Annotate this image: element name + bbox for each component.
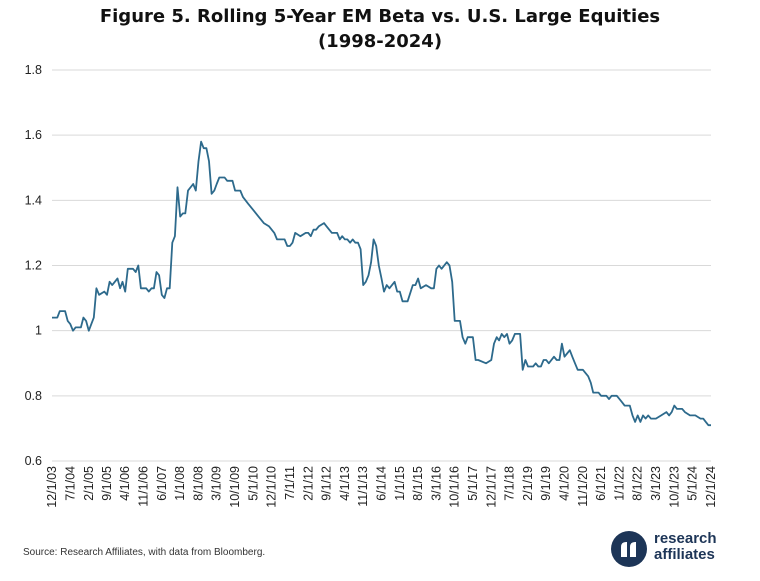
line-chart: 0.6 0.8 1 1.2 1.4 1.6 1.8 12/1/03 7/1/04 2/1/05 9… [25,63,718,508]
x-tick-label: 9/1/19 [539,466,553,501]
y-tick-label: 1.4 [25,193,42,207]
chart-title-line1: Figure 5. Rolling 5-Year EM Beta vs. U.S… [99,6,661,27]
x-tick-label: 12/1/10 [265,466,279,508]
x-tick-label: 7/1/04 [63,466,77,501]
x-tick-label: 4/1/06 [118,466,132,501]
x-tick-label: 3/1/16 [429,466,443,501]
x-tick-label: 1/1/15 [393,466,407,501]
y-axis-ticks: 0.6 0.8 1 1.2 1.4 1.6 1.8 [25,63,42,468]
logo-line1: research [654,530,717,547]
x-tick-label: 11/1/13 [356,466,370,507]
x-tick-label: 6/1/07 [155,466,169,501]
x-tick-label: 12/1/17 [484,466,498,508]
x-tick-label: 12/1/24 [704,466,718,508]
research-affiliates-logo: research affiliates [610,528,740,572]
x-tick-label: 2/1/19 [521,466,535,501]
y-tick-label: 1.2 [25,259,42,273]
series-group [52,140,711,427]
x-tick-label: 8/1/08 [191,466,205,501]
logo-mark-icon [611,531,647,567]
x-tick-label: 9/1/05 [100,466,114,501]
chart-title-line2: (1998-2024) [317,31,443,52]
y-tick-label: 1.8 [25,63,42,77]
x-tick-label: 10/1/09 [228,466,242,508]
x-tick-label: 7/1/11 [283,466,297,500]
x-axis-ticks: 12/1/03 7/1/04 2/1/05 9/1/05 4/1/06 11/1/06 6/… [45,466,718,508]
x-tick-label: 3/1/23 [649,466,663,501]
x-tick-label: 10/1/23 [667,466,681,508]
grid-lines [52,69,711,462]
x-tick-label: 4/1/13 [338,466,352,501]
y-tick-label: 1 [35,324,42,338]
x-tick-label: 11/1/20 [576,466,590,507]
x-tick-label: 6/1/21 [594,466,608,501]
x-tick-label: 2/1/05 [82,466,96,501]
x-tick-label: 5/1/24 [686,466,700,501]
x-tick-label: 6/1/14 [374,466,388,501]
y-tick-label: 1.6 [25,128,42,142]
logo-text: research affiliates [654,531,717,563]
logo-line2: affiliates [654,546,715,563]
x-tick-label: 3/1/09 [210,466,224,501]
x-tick-label: 1/1/22 [613,466,627,501]
x-tick-label: 2/1/12 [301,466,315,501]
x-tick-label: 8/1/15 [411,466,425,501]
x-tick-label: 9/1/12 [320,466,334,501]
x-tick-label: 5/1/17 [466,466,480,501]
x-tick-label: 8/1/22 [631,466,645,501]
x-tick-label: 4/1/20 [558,466,572,501]
series-line-0 [52,140,711,427]
x-tick-label: 1/1/08 [173,466,187,501]
x-tick-label: 7/1/18 [503,466,517,501]
source-note: Source: Research Affiliates, with data f… [23,547,266,558]
x-tick-label: 12/1/03 [45,466,59,508]
x-tick-label: 5/1/10 [246,466,260,501]
y-tick-label: 0.8 [25,389,42,403]
chart-title: Figure 5. Rolling 5-Year EM Beta vs. U.S… [0,4,760,54]
x-tick-label: 11/1/06 [137,466,151,507]
y-tick-label: 0.6 [25,454,42,468]
x-tick-label: 10/1/16 [448,466,462,508]
